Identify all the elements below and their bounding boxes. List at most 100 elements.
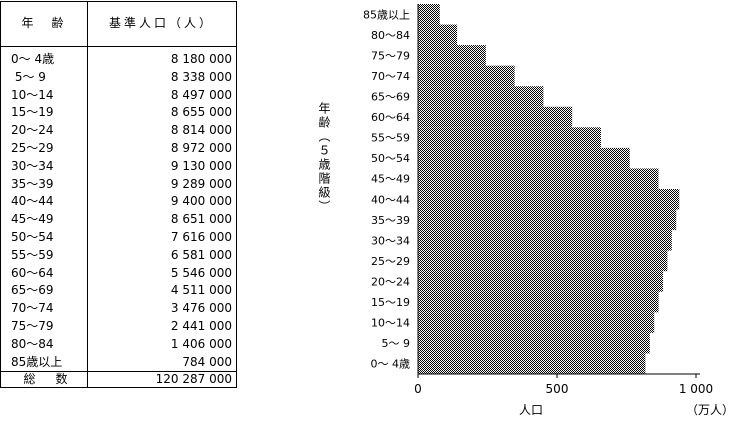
age-group-cell: 80～84 [0,335,88,354]
y-tick-label: 55～59 [371,132,410,145]
age-group-cell: 35～39 [0,175,88,194]
age-group-cell: 50～54 [0,228,88,247]
y-tick-label: 25～29 [371,255,410,268]
population-cell: 8 655 000 [87,104,237,123]
population-cell: 8 338 000 [87,68,237,87]
population-cell: 1 406 000 [87,335,237,354]
age-group-cell: 15～19 [0,104,88,123]
y-tick-label: 60～64 [371,111,410,124]
population-cell: 4 511 000 [87,282,237,301]
table-row: 45～49 8 651 000 [0,211,237,229]
y-tick-label: 65～69 [371,91,410,104]
x-tick-label: 500 [546,382,569,396]
y-tick-label: 75～79 [371,49,410,62]
age-group-cell: 20～24 [0,122,88,140]
bar [418,332,650,354]
table-row: 10～14 8 497 000 [0,86,237,105]
population-cell: 8 651 000 [87,211,237,229]
y-tick-label: 40～44 [371,193,410,206]
table-row: 0～ 4歳 8 180 000 [0,46,237,69]
population-cell: 8 497 000 [87,86,237,105]
table-row: 30～34 9 130 000 [0,157,237,176]
y-tick-label: 85歳以上 [363,8,410,21]
x-tick-label: 1 000 [679,382,713,396]
bar [418,65,515,87]
age-group-cell: 40～44 [0,193,88,212]
bar [418,312,655,333]
y-tick-label: 50～54 [371,152,410,165]
bar [418,291,659,313]
table-row: 55～59 6 581 000 [0,246,237,265]
population-cell: 3 476 000 [87,300,237,318]
table-row: 75～79 2 441 000 [0,317,237,336]
population-cell: 5 546 000 [87,264,237,283]
bar [418,353,646,374]
age-group-cell: 45～49 [0,211,88,229]
age-group-cell: 60～64 [0,264,88,283]
population-bar-chart: 0～ 4歳 5～ 9 10～14 15～19 20～24 25～29 30～34 35～39 4… [363,4,734,417]
age-group-cell: 70～74 [0,300,88,318]
bar [418,250,668,272]
age-group-cell: 10～14 [0,86,88,105]
bar [418,147,630,169]
y-tick-label: 70～74 [371,70,410,83]
header-age: 年 齢 [0,1,88,47]
population-cell: 7 616 000 [87,228,237,247]
population-cell: 784 000 [87,353,237,372]
y-tick-label: 20～24 [371,276,410,289]
age-group-cell: 25～29 [0,139,88,158]
bar [418,230,672,251]
population-cell: 8 180 000 [87,46,237,69]
population-cell: 9 400 000 [87,193,237,212]
population-cell: 8 814 000 [87,122,237,140]
population-cell: 9 289 000 [87,175,237,194]
age-group-cell: 65～69 [0,282,88,301]
bar [418,4,440,25]
population-cell: 2 441 000 [87,317,237,336]
population-cell: 6 581 000 [87,246,237,265]
x-axis-title: 人口 [519,403,543,417]
bar [418,168,659,189]
y-tick-label: 10～14 [371,317,410,330]
table-row: 50～54 7 616 000 [0,228,237,247]
table-row: 20～24 8 814 000 [0,122,237,140]
age-group-cell: 5～ 9 [0,68,88,87]
table-row: 80～84 1 406 000 [0,335,237,354]
table-row: 85歳以上 784 000 [0,353,237,372]
header-population: 基準人口（人） [87,1,237,47]
y-axis-title: 年齢（５歳階級） [317,102,331,214]
table-row: 70～74 3 476 000 [0,300,237,318]
bar [418,24,458,46]
population-cell: 9 130 000 [87,157,237,176]
bar [418,271,664,292]
age-group-cell: 30～34 [0,157,88,176]
total-value: 120 287 000 [87,371,237,389]
y-tick-label: 35～39 [371,214,410,227]
age-group-cell: 0～ 4歳 [0,46,88,69]
population-cell: 8 972 000 [87,139,237,158]
bar [418,45,486,66]
y-tick-label: 5～ 9 [382,337,411,350]
table-header-row: 年 齢 基準人口（人） [0,1,237,47]
table-total-row: 総 数 120 287 000 [0,371,237,389]
total-label: 総 数 [0,371,88,389]
bar [418,127,601,148]
x-tick-label: 0 [414,382,422,396]
table-row: 60～64 5 546 000 [0,264,237,283]
y-tick-label: 45～49 [371,173,410,186]
x-axis-unit: （万人） [686,403,734,417]
table-row: 40～44 9 400 000 [0,193,237,212]
bar [418,189,680,210]
y-tick-label: 80～84 [371,29,410,42]
y-tick-label: 15～19 [371,296,410,309]
table-row: 15～19 8 655 000 [0,104,237,123]
table-row: 35～39 9 289 000 [0,175,237,194]
age-group-cell: 75～79 [0,317,88,336]
bar [418,209,677,231]
table-row: 65～69 4 511 000 [0,282,237,301]
table-row: 25～29 8 972 000 [0,139,237,158]
age-group-cell: 55～59 [0,246,88,265]
y-tick-label: 30～34 [371,234,410,247]
